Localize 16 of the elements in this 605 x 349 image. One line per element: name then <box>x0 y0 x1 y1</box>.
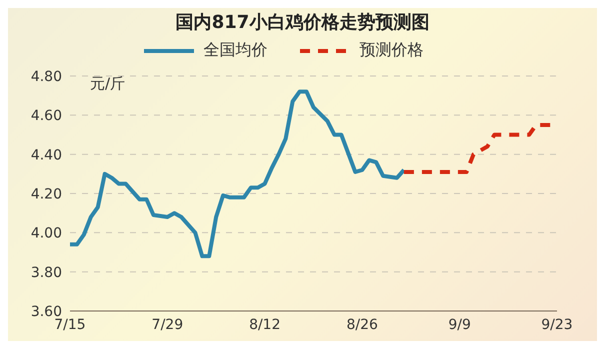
x-tick-label: 7/29 <box>152 316 184 333</box>
y-tick-label: 4.40 <box>30 147 62 164</box>
y-tick-label: 3.80 <box>30 264 62 281</box>
line-series <box>70 90 406 258</box>
y-tick-label: 4.60 <box>30 108 62 124</box>
x-tick-label: 8/26 <box>346 316 378 333</box>
y-tick-label: 4.00 <box>30 226 62 242</box>
legend-label: 全国均价 <box>202 40 268 61</box>
x-tick-label: 9/9 <box>448 316 471 333</box>
chart-title: 国内817小白鸡价格走势预测图 <box>174 11 430 35</box>
x-tick-label: 8/12 <box>249 316 281 333</box>
legend-label: 预测价格 <box>358 40 424 61</box>
y-axis-title: 元/斤 <box>90 74 126 93</box>
x-tick-label: 9/23 <box>541 316 573 333</box>
y-tick-label: 4.80 <box>30 68 62 85</box>
y-tick-label: 4.20 <box>30 186 62 202</box>
